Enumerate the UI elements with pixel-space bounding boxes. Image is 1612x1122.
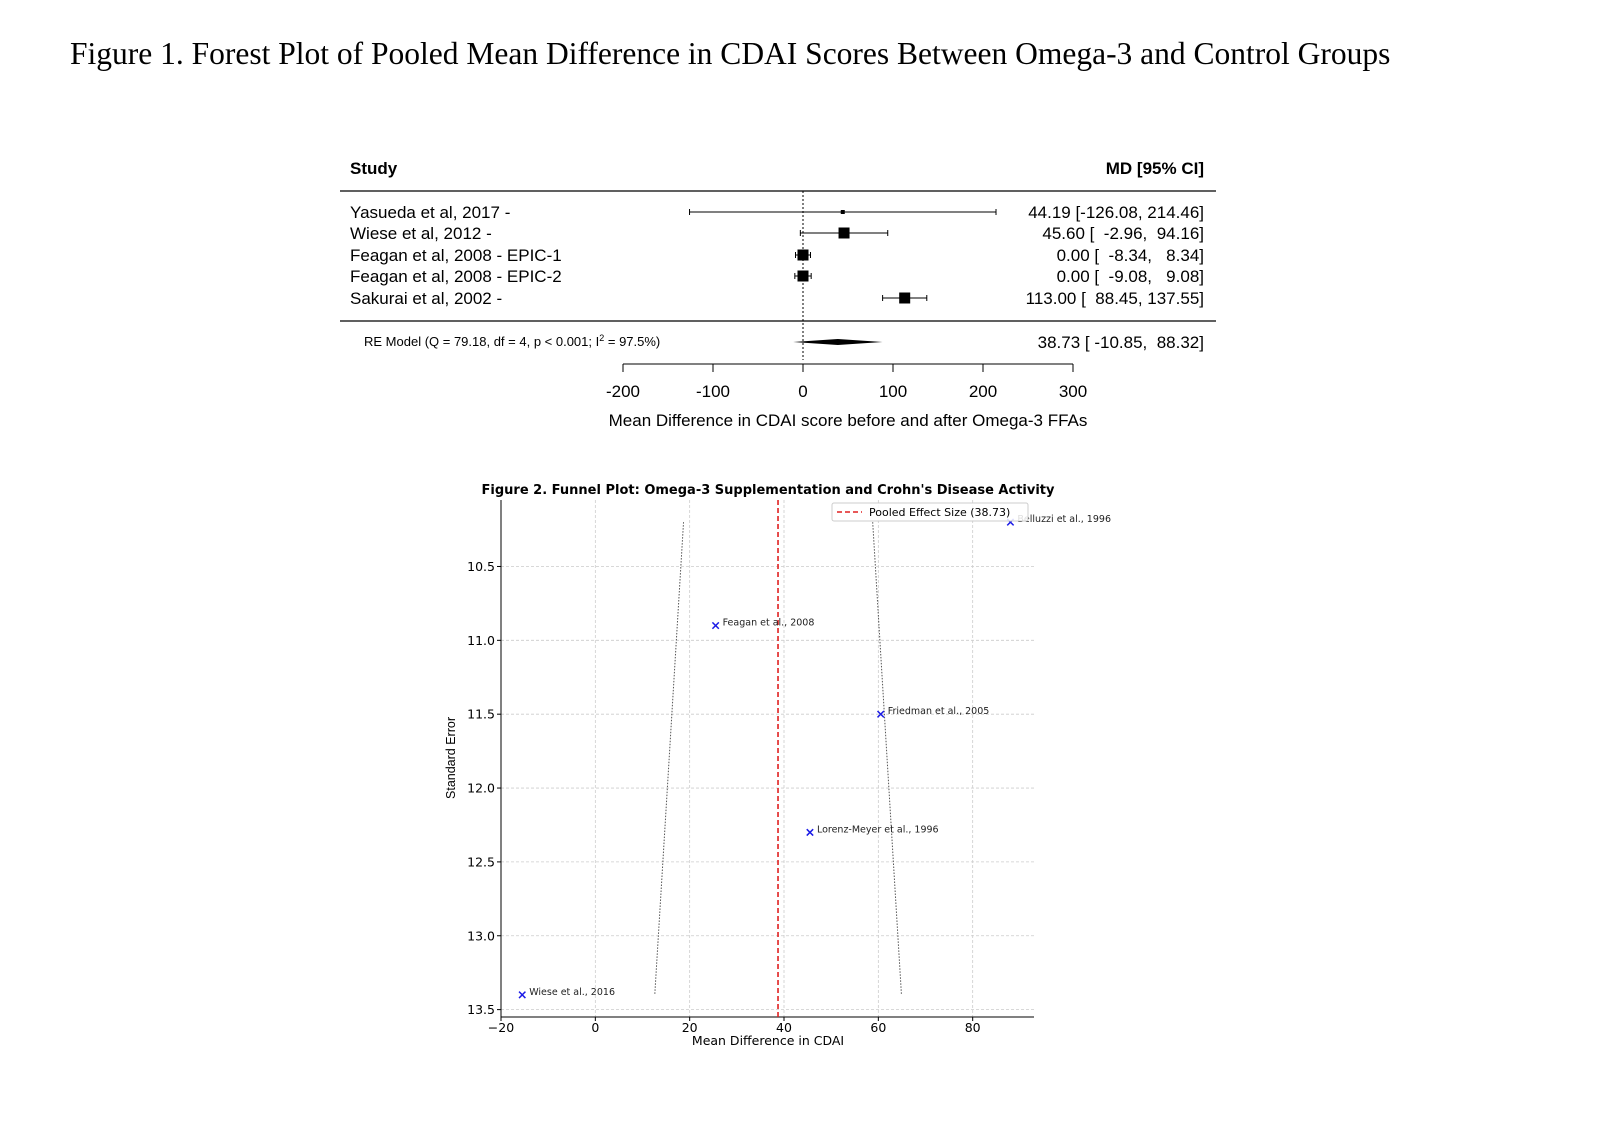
funnel-y-tick-label: 12.5	[467, 854, 495, 869]
funnel-x-tick-label: 0	[591, 1020, 599, 1035]
funnel-point-stroke-b	[876, 710, 885, 718]
funnel-point-label: Feagan et al., 2008	[723, 618, 815, 629]
funnel-point	[518, 991, 526, 999]
funnel-bound-right	[872, 522, 902, 995]
forest-ci-text: 45.60 [ -2.96, 94.16]	[1042, 224, 1204, 243]
forest-ci-text: 0.00 [ -9.08, 9.08]	[1057, 267, 1204, 286]
forest-x-tick-label: 200	[969, 382, 997, 401]
forest-study-label: Feagan et al, 2008 - EPIC-1	[350, 246, 562, 265]
funnel-point-label: Belluzzi et al., 1996	[1017, 514, 1111, 525]
funnel-point	[876, 710, 885, 718]
figure-1-heading: Figure 1. Forest Plot of Pooled Mean Dif…	[70, 36, 1391, 71]
funnel-y-tick-label: 13.0	[467, 928, 495, 943]
funnel-title: Figure 2. Funnel Plot: Omega-3 Supplemen…	[482, 483, 1055, 498]
forest-pooled-label-main: RE Model (Q = 79.18, df = 4, p < 0.001; …	[364, 334, 599, 349]
forest-ci-text: 44.19 [-126.08, 214.46]	[1028, 203, 1204, 222]
forest-point-marker	[797, 270, 809, 282]
funnel-bound-left	[654, 522, 685, 995]
funnel-x-tick-label: 80	[965, 1020, 981, 1035]
forest-point-marker	[838, 227, 850, 239]
forest-header-study: Study	[350, 159, 398, 178]
funnel-point-label: Wiese et al., 2016	[529, 987, 615, 998]
funnel-y-tick-label: 10.5	[467, 559, 495, 574]
forest-pooled-ci-text: 38.73 [ -10.85, 88.32]	[1038, 333, 1204, 352]
forest-study-label: Sakurai et al, 2002 -	[350, 289, 502, 308]
funnel-y-tick-label: 12.0	[467, 781, 495, 796]
funnel-point-label: Friedman et al., 2005	[888, 706, 990, 717]
forest-header-ci: MD [95% CI]	[1106, 159, 1204, 178]
funnel-x-axis-label: Mean Difference in CDAI	[692, 1033, 844, 1048]
funnel-point	[711, 621, 720, 630]
forest-plot: Study MD [95% CI] Yasueda et al, 2017 - 44.…	[340, 159, 1216, 430]
forest-pooled-label-sup: 2	[599, 333, 604, 343]
forest-pooled-label: RE Model (Q = 79.18, df = 4, p < 0.001; …	[364, 333, 660, 349]
forest-x-tick-label: 0	[798, 382, 807, 401]
forest-study-label: Wiese et al, 2012 -	[350, 224, 492, 243]
forest-x-tick-label: -100	[696, 382, 730, 401]
funnel-point-stroke-b	[711, 621, 720, 630]
funnel-point-label: Lorenz-Meyer et al., 1996	[817, 824, 939, 835]
funnel-x-tick-label: 40	[776, 1020, 792, 1035]
forest-ci-text: 0.00 [ -8.34, 8.34]	[1057, 246, 1204, 265]
funnel-point	[806, 828, 814, 837]
forest-point-marker	[797, 249, 809, 261]
funnel-y-tick-label: 11.5	[467, 707, 495, 722]
forest-x-tick-label: 100	[879, 382, 907, 401]
funnel-y-tick-label: 11.0	[467, 633, 495, 648]
forest-point-marker	[899, 292, 911, 304]
forest-pooled-diamond	[793, 339, 883, 345]
forest-x-tick-label: 300	[1059, 382, 1087, 401]
forest-ci-text: 113.00 [ 88.45, 137.55]	[1026, 289, 1204, 308]
funnel-y-tick-label: 13.5	[467, 1002, 495, 1017]
forest-pooled-label-tail: = 97.5%)	[604, 334, 660, 349]
forest-x-tick-label: -200	[606, 382, 640, 401]
funnel-point-stroke-b	[518, 991, 526, 999]
forest-study-label: Feagan et al, 2008 - EPIC-2	[350, 267, 562, 286]
funnel-y-axis-label: Standard Error	[444, 717, 458, 799]
forest-point-marker	[840, 210, 845, 214]
funnel-point-stroke-b	[806, 828, 814, 837]
forest-study-label: Yasueda et al, 2017 -	[350, 203, 510, 222]
funnel-legend-label: Pooled Effect Size (38.73)	[869, 506, 1010, 519]
funnel-x-tick-label: 60	[870, 1020, 886, 1035]
funnel-legend-box	[831, 502, 1029, 522]
funnel-plot: Figure 2. Funnel Plot: Omega-3 Supplemen…	[444, 483, 1111, 1048]
forest-x-axis-label: Mean Difference in CDAI score before and…	[609, 411, 1088, 430]
funnel-x-tick-label: −20	[488, 1020, 514, 1035]
funnel-x-tick-label: 20	[682, 1020, 698, 1035]
